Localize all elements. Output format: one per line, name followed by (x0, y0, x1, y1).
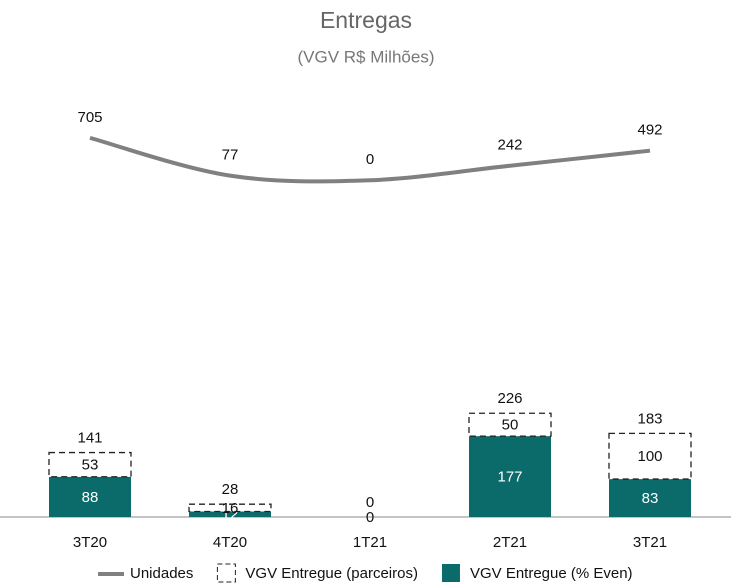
total-label: 0 (366, 494, 374, 511)
legend-swatch (216, 563, 236, 583)
bar-value-label: 88 (82, 489, 99, 506)
bar-value-label: 100 (637, 448, 662, 465)
total-label: 226 (497, 390, 522, 407)
line (89, 135, 651, 184)
chart-title: Entregas (320, 7, 412, 33)
total-label: 141 (77, 430, 102, 447)
legend-label: VGV Entregue (% Even) (470, 565, 633, 582)
bar-segment (469, 436, 551, 517)
bar-value-label: 0 (366, 509, 374, 526)
x-tick-label: 3T20 (73, 534, 107, 551)
line-value-label: 242 (497, 137, 522, 154)
bar-value-label: 0 (366, 509, 374, 526)
bar-segment (609, 479, 691, 517)
line-value-label: 0 (366, 151, 374, 168)
bar-segment (188, 503, 272, 513)
bar-segment (468, 412, 552, 437)
total-label: 28 (222, 481, 239, 498)
x-tick-label: 3T21 (633, 534, 667, 551)
chart-subtitle: (VGV R$ Milhões) (298, 47, 435, 66)
bar-value-label: 177 (497, 469, 522, 486)
bar-segment (608, 432, 692, 480)
bar-segment (48, 451, 132, 478)
legend-label: VGV Entregue (parceiros) (245, 565, 418, 582)
bar-value-label: 16 (222, 500, 239, 517)
line-value-label: 492 (637, 122, 662, 139)
bar-value-label: 83 (642, 490, 659, 507)
legend-label: Unidades (130, 565, 193, 582)
bar-segment (189, 511, 271, 517)
total-label: 183 (637, 410, 662, 427)
bar-value-label: 50 (502, 417, 519, 434)
x-tick-label: 4T20 (213, 534, 247, 551)
bar-value-label: 53 (82, 457, 99, 474)
x-tick-label: 1T21 (353, 534, 387, 551)
x-tick-label: 2T21 (493, 534, 527, 551)
legend-swatch (441, 564, 460, 582)
line-value-label: 705 (77, 109, 102, 126)
line-value-label: 77 (222, 147, 239, 164)
bar-segment (49, 476, 131, 517)
